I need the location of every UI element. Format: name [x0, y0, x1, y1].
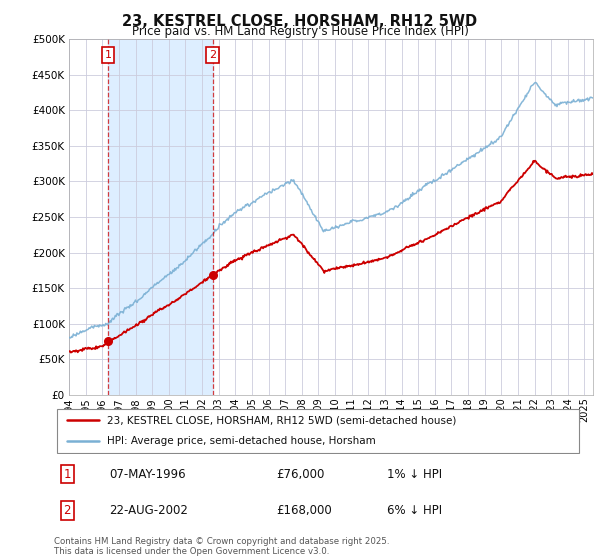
Text: 2: 2 [209, 50, 216, 60]
Text: 22-AUG-2002: 22-AUG-2002 [109, 504, 188, 517]
Text: HPI: Average price, semi-detached house, Horsham: HPI: Average price, semi-detached house,… [107, 436, 376, 446]
Text: 07-MAY-1996: 07-MAY-1996 [109, 468, 186, 480]
Bar [108, 39, 212, 395]
Text: 1: 1 [104, 50, 112, 60]
Text: Contains HM Land Registry data © Crown copyright and database right 2025.
This d: Contains HM Land Registry data © Crown c… [54, 536, 389, 556]
Text: Price paid vs. HM Land Registry's House Price Index (HPI): Price paid vs. HM Land Registry's House … [131, 25, 469, 38]
Text: 1: 1 [64, 468, 71, 480]
Text: £76,000: £76,000 [276, 468, 324, 480]
Text: 23, KESTREL CLOSE, HORSHAM, RH12 5WD (semi-detached house): 23, KESTREL CLOSE, HORSHAM, RH12 5WD (se… [107, 415, 456, 425]
Text: £168,000: £168,000 [276, 504, 332, 517]
Text: 1% ↓ HPI: 1% ↓ HPI [386, 468, 442, 480]
Text: 2: 2 [64, 504, 71, 517]
Text: 6% ↓ HPI: 6% ↓ HPI [386, 504, 442, 517]
Text: 23, KESTREL CLOSE, HORSHAM, RH12 5WD: 23, KESTREL CLOSE, HORSHAM, RH12 5WD [122, 14, 478, 29]
